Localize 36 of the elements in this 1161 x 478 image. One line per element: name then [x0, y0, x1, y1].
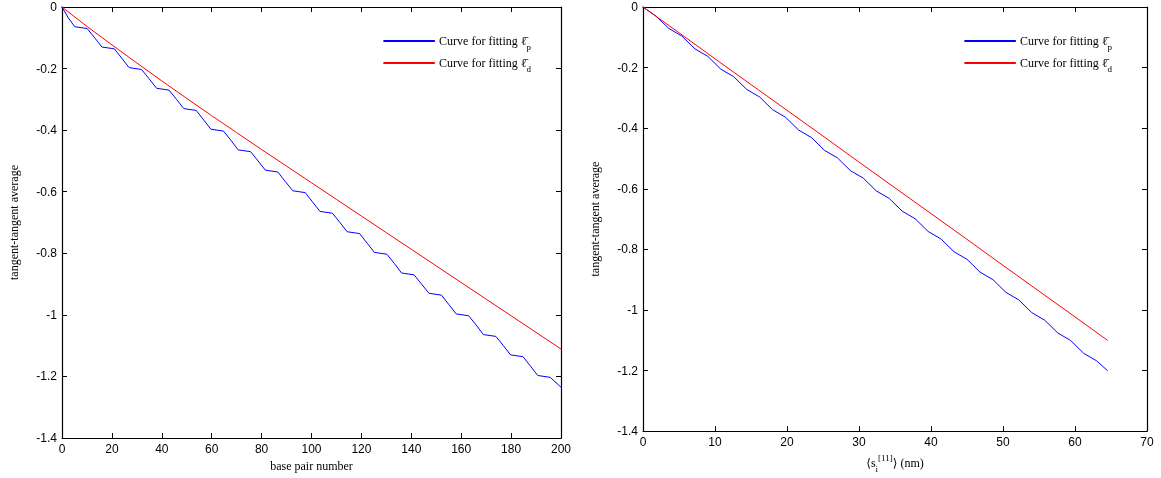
y-tick-label: -0.8: [616, 242, 638, 257]
x-axis-title: base pair number: [270, 459, 353, 473]
x-tick-label: 70: [1139, 435, 1154, 450]
x-tick-label: 40: [155, 442, 169, 456]
y-tick-label: -0.8: [36, 246, 58, 261]
y-axis-title: tangent-tangent average: [587, 161, 602, 277]
x-tick-label: 200: [550, 442, 572, 456]
y-tick-label: -0.6: [616, 181, 638, 196]
y-tick-label: -0.2: [616, 60, 638, 75]
y-tick-label: -1.4: [616, 424, 638, 439]
x-tick-label: 50: [995, 435, 1010, 450]
y-tick-label: -1: [626, 302, 638, 317]
x-tick-label: 140: [401, 442, 422, 456]
y-tick-label: 0: [630, 0, 638, 14]
y-tick-label: -0.4: [36, 123, 58, 138]
y-tick-label: -0.2: [36, 61, 58, 76]
y-tick-label: -1: [46, 307, 58, 322]
x-tick-label: 20: [105, 442, 119, 456]
x-tick-label: 160: [451, 442, 472, 456]
y-tick-label: -0.4: [616, 121, 638, 136]
y-tick-label: -1.2: [36, 369, 58, 384]
y-tick-label: -1.2: [616, 363, 638, 378]
x-tick-label: 60: [205, 442, 219, 456]
x-tick-label: 100: [301, 442, 322, 456]
y-axis-title: tangent-tangent average: [7, 165, 21, 280]
x-tick-label: 180: [501, 442, 522, 456]
y-tick-label: -0.6: [36, 184, 58, 199]
y-tick-label: 0: [50, 0, 58, 14]
x-tick-label: 60: [1067, 435, 1082, 450]
x-tick-label: 120: [351, 442, 372, 456]
x-tick-label: 10: [707, 435, 722, 450]
y-tick-label: -1.4: [36, 431, 58, 445]
x-tick-label: 30: [851, 435, 866, 450]
x-tick-label: 80: [254, 442, 269, 456]
x-tick-label: 40: [923, 435, 938, 450]
x-tick-label: 20: [779, 435, 794, 450]
